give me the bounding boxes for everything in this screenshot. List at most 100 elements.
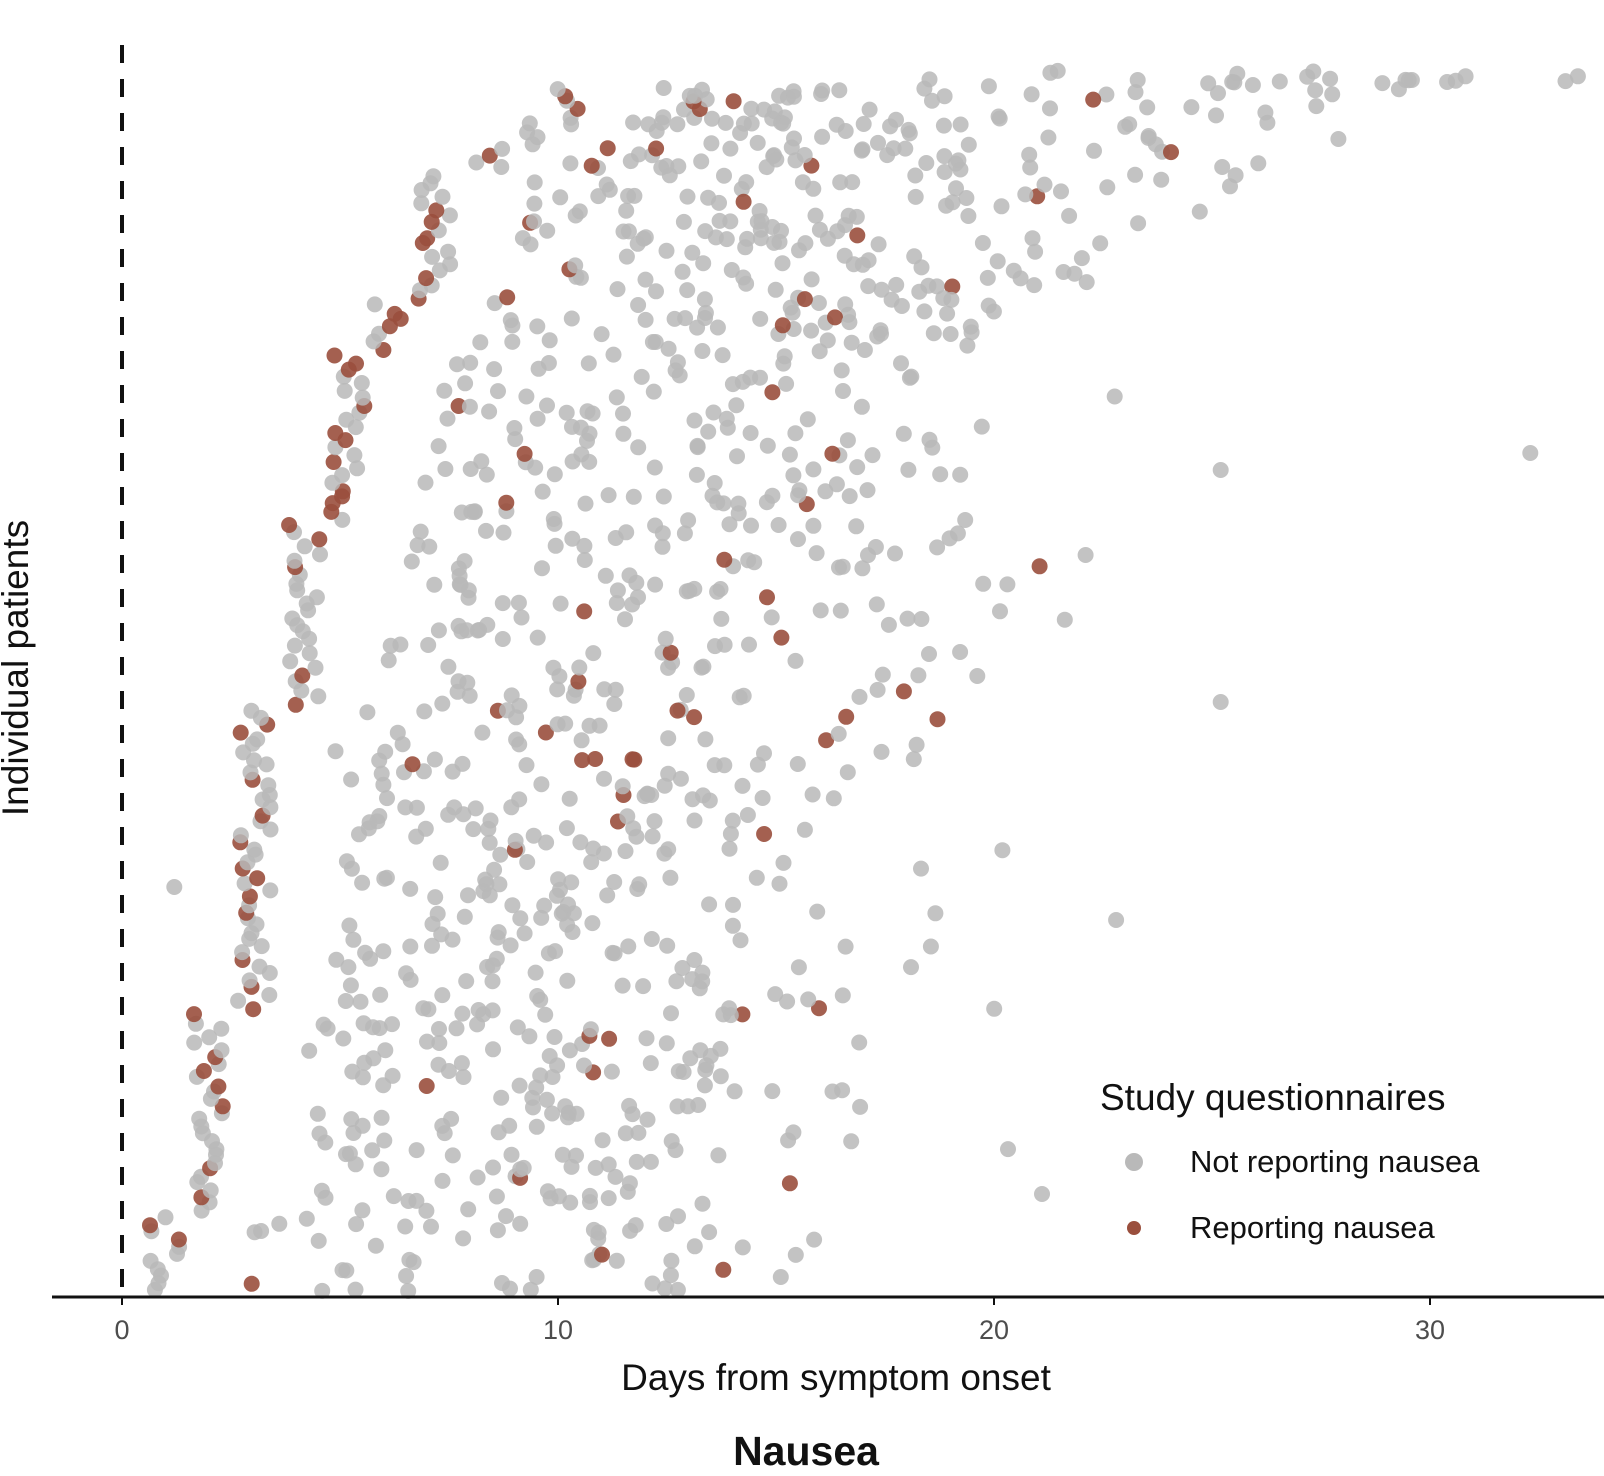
point-not-reporting bbox=[615, 425, 632, 442]
point-reporting bbox=[827, 309, 843, 326]
point-not-reporting bbox=[593, 326, 610, 343]
point-reporting bbox=[1029, 188, 1046, 205]
point-not-reporting bbox=[559, 972, 576, 989]
point-not-reporting bbox=[1040, 129, 1057, 146]
point-not-reporting bbox=[511, 1077, 528, 1094]
point-not-reporting bbox=[380, 652, 397, 669]
point-not-reporting bbox=[389, 724, 406, 741]
point-not-reporting bbox=[614, 977, 631, 994]
point-not-reporting bbox=[486, 361, 503, 378]
point-not-reporting bbox=[759, 437, 776, 454]
point-not-reporting bbox=[776, 348, 793, 365]
point-not-reporting bbox=[576, 552, 593, 568]
point-not-reporting bbox=[743, 517, 759, 534]
point-not-reporting bbox=[338, 853, 355, 870]
point-not-reporting bbox=[994, 842, 1011, 859]
x-axis-label: Days from symptom onset bbox=[621, 1357, 1051, 1398]
point-not-reporting bbox=[730, 495, 747, 512]
point-not-reporting bbox=[695, 787, 711, 804]
point-not-reporting bbox=[1056, 611, 1073, 628]
point-not-reporting bbox=[494, 1275, 510, 1291]
point-reporting bbox=[287, 696, 304, 713]
point-not-reporting bbox=[841, 314, 858, 331]
point-not-reporting bbox=[449, 356, 465, 373]
point-not-reporting bbox=[456, 908, 473, 925]
point-reporting bbox=[404, 756, 421, 773]
point-not-reporting bbox=[1077, 547, 1094, 563]
point-not-reporting bbox=[1208, 107, 1224, 124]
point-not-reporting bbox=[557, 1098, 574, 1115]
point-not-reporting bbox=[502, 937, 519, 954]
point-not-reporting bbox=[540, 945, 557, 962]
point-not-reporting bbox=[605, 346, 622, 363]
point-not-reporting bbox=[482, 812, 499, 829]
point-not-reporting bbox=[466, 504, 483, 521]
point-not-reporting bbox=[763, 609, 780, 626]
point-not-reporting bbox=[544, 1105, 561, 1122]
point-not-reporting bbox=[851, 1034, 868, 1051]
point-not-reporting bbox=[835, 383, 851, 399]
point-not-reporting bbox=[948, 180, 964, 197]
point-not-reporting bbox=[916, 303, 933, 320]
point-not-reporting bbox=[573, 732, 590, 749]
point-not-reporting bbox=[526, 174, 543, 191]
point-not-reporting bbox=[400, 1283, 417, 1299]
point-not-reporting bbox=[617, 1125, 634, 1142]
point-not-reporting bbox=[521, 115, 538, 132]
point-reporting bbox=[570, 673, 587, 690]
point-not-reporting bbox=[627, 1217, 644, 1234]
point-not-reporting bbox=[296, 538, 313, 555]
point-not-reporting bbox=[1027, 243, 1044, 260]
point-not-reporting bbox=[546, 466, 563, 483]
point-not-reporting bbox=[1023, 86, 1040, 103]
point-not-reporting bbox=[726, 1083, 743, 1100]
point-reporting bbox=[583, 157, 600, 174]
point-not-reporting bbox=[913, 611, 930, 627]
point-not-reporting bbox=[597, 567, 614, 584]
point-not-reporting bbox=[704, 110, 720, 127]
point-not-reporting bbox=[764, 487, 781, 504]
point-not-reporting bbox=[437, 461, 454, 477]
point-not-reporting bbox=[554, 1146, 571, 1163]
point-not-reporting bbox=[379, 790, 395, 807]
point-not-reporting bbox=[979, 269, 996, 286]
point-not-reporting bbox=[817, 483, 834, 500]
point-not-reporting bbox=[903, 959, 919, 976]
point-not-reporting bbox=[701, 896, 718, 913]
point-not-reporting bbox=[705, 404, 722, 421]
point-not-reporting bbox=[157, 1209, 174, 1226]
point-not-reporting bbox=[678, 687, 695, 703]
point-not-reporting bbox=[590, 1224, 607, 1241]
point-not-reporting bbox=[810, 295, 827, 311]
point-not-reporting bbox=[913, 259, 930, 276]
point-not-reporting bbox=[1307, 82, 1324, 99]
point-not-reporting bbox=[439, 410, 456, 427]
point-not-reporting bbox=[469, 1169, 486, 1186]
point-not-reporting bbox=[922, 938, 939, 955]
point-not-reporting bbox=[713, 610, 730, 627]
point-not-reporting bbox=[509, 1019, 526, 1036]
point-not-reporting bbox=[236, 875, 253, 892]
point-not-reporting bbox=[251, 958, 268, 975]
point-not-reporting bbox=[609, 582, 626, 599]
point-not-reporting bbox=[494, 631, 511, 647]
point-not-reporting bbox=[714, 347, 731, 364]
point-not-reporting bbox=[467, 800, 484, 817]
point-not-reporting bbox=[541, 1048, 558, 1064]
point-not-reporting bbox=[493, 1089, 510, 1106]
point-not-reporting bbox=[670, 1208, 686, 1225]
point-not-reporting bbox=[773, 222, 789, 239]
point-not-reporting bbox=[337, 993, 354, 1009]
point-reporting bbox=[601, 1030, 618, 1047]
point-not-reporting bbox=[501, 1117, 518, 1134]
chart-title: Nausea bbox=[733, 1428, 880, 1474]
point-not-reporting bbox=[1299, 68, 1316, 85]
point-not-reporting bbox=[307, 659, 324, 676]
point-not-reporting bbox=[1022, 159, 1039, 176]
point-not-reporting bbox=[560, 896, 576, 913]
point-not-reporting bbox=[232, 827, 249, 844]
point-not-reporting bbox=[377, 743, 394, 760]
point-not-reporting bbox=[1017, 186, 1034, 203]
point-not-reporting bbox=[617, 843, 634, 860]
point-not-reporting bbox=[430, 622, 447, 639]
